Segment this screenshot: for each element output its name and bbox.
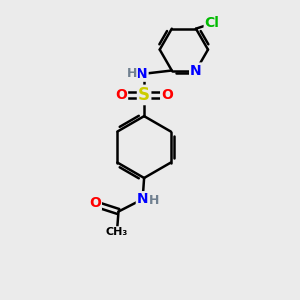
Text: Cl: Cl xyxy=(205,16,220,30)
Text: H: H xyxy=(148,194,159,207)
Text: N: N xyxy=(136,67,148,81)
Text: O: O xyxy=(161,88,173,102)
Text: N: N xyxy=(190,64,202,77)
Text: O: O xyxy=(115,88,127,102)
Text: N: N xyxy=(137,192,148,206)
Text: H: H xyxy=(127,67,137,80)
Text: O: O xyxy=(89,196,101,210)
Text: CH₃: CH₃ xyxy=(106,227,128,237)
Text: S: S xyxy=(138,86,150,104)
